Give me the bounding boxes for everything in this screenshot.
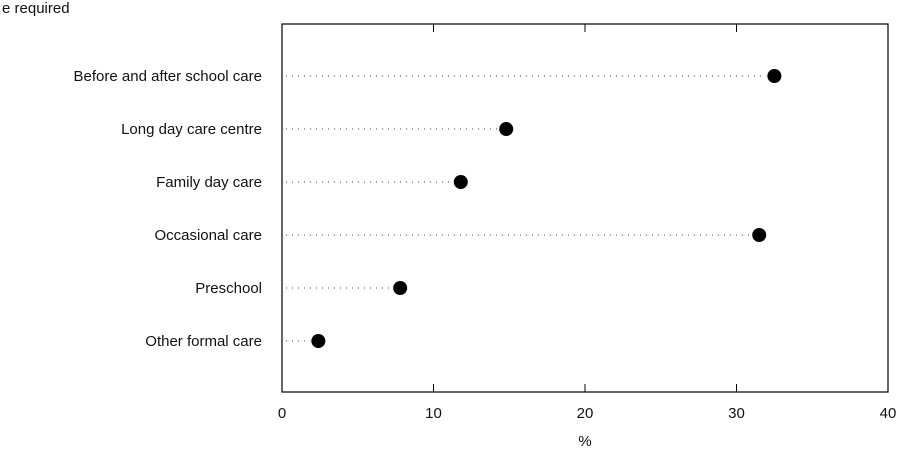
x-tick-label: 10 xyxy=(425,405,442,422)
x-tick-label: 40 xyxy=(880,405,897,422)
x-tick-label: 20 xyxy=(577,405,594,422)
data-point xyxy=(767,69,782,83)
category-label: Long day care centre xyxy=(121,121,262,138)
data-point xyxy=(752,228,767,242)
category-label: Other formal care xyxy=(145,333,262,350)
category-label: Family day care xyxy=(156,174,262,191)
chart-marks: 0 10 20 30 40 Before and after school care Lon… xyxy=(74,24,897,422)
data-point xyxy=(393,281,408,295)
data-point xyxy=(311,334,326,348)
plot-frame xyxy=(281,23,889,393)
x-tick-label: 30 xyxy=(728,405,745,422)
data-point xyxy=(499,122,514,136)
category-label: Occasional care xyxy=(154,227,262,244)
category-label: Preschool xyxy=(195,280,262,297)
chart-caption: e required xyxy=(2,0,70,17)
x-tick-label: 0 xyxy=(278,405,286,422)
category-label: Before and after school care xyxy=(74,68,262,85)
data-point xyxy=(453,175,468,189)
x-axis-label: % xyxy=(578,433,591,450)
